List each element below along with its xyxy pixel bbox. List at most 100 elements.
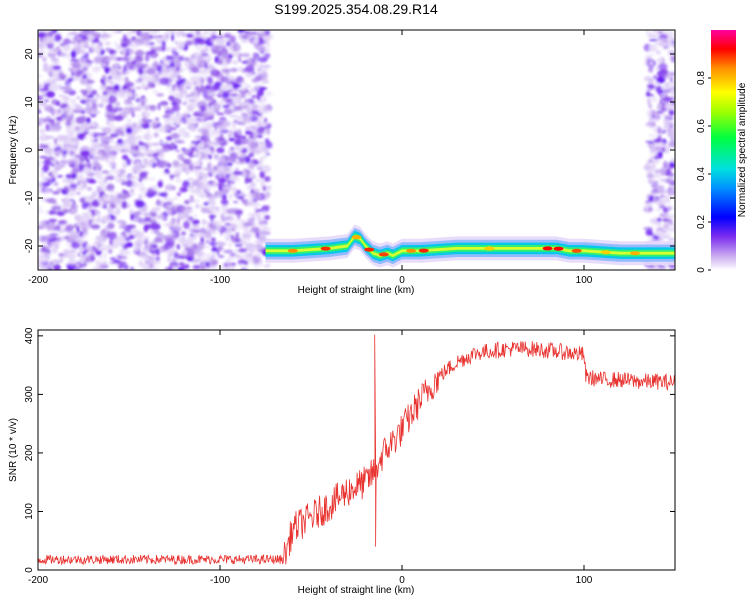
- noise-blob: [163, 116, 170, 123]
- noise-blob: [238, 248, 248, 253]
- noise-blob: [191, 89, 198, 94]
- noise-blob: [141, 75, 146, 82]
- noise-blob: [146, 187, 154, 196]
- noise-blob: [54, 150, 61, 157]
- noise-blob: [130, 213, 134, 221]
- noise-blob: [55, 143, 62, 147]
- noise-blob: [120, 38, 124, 42]
- noise-blob: [149, 222, 159, 231]
- noise-blob: [99, 255, 103, 260]
- noise-blob: [124, 147, 131, 154]
- noise-blob: [159, 160, 170, 168]
- noise-blob: [169, 228, 173, 234]
- signal-peak: [351, 235, 362, 240]
- noise-blob: [254, 239, 265, 245]
- noise-blob: [257, 56, 268, 63]
- noise-blob: [257, 134, 263, 138]
- noise-blob: [82, 213, 89, 220]
- noise-blob: [92, 33, 98, 36]
- noise-blob: [100, 78, 105, 84]
- noise-blob: [187, 117, 198, 124]
- noise-blob: [222, 52, 230, 59]
- noise-blob: [643, 76, 653, 82]
- noise-blob: [197, 127, 206, 133]
- noise-blob: [122, 34, 127, 42]
- noise-blob: [646, 167, 654, 175]
- noise-blob: [133, 218, 137, 223]
- noise-blob: [87, 179, 97, 184]
- noise-blob: [52, 227, 56, 231]
- noise-blob: [141, 117, 148, 123]
- noise-blob: [253, 84, 262, 88]
- noise-blob: [173, 171, 177, 175]
- noise-blob: [221, 68, 231, 73]
- noise-blob: [143, 238, 149, 246]
- noise-blob: [90, 224, 101, 230]
- colorbar-tick-label: 0.8: [696, 71, 707, 85]
- noise-blob: [220, 242, 227, 246]
- noise-blob: [74, 34, 82, 42]
- noise-blob: [142, 212, 152, 216]
- noise-blob: [161, 43, 166, 52]
- noise-blob: [81, 242, 87, 249]
- noise-blob: [252, 133, 258, 140]
- signal-peak: [571, 248, 582, 253]
- noise-blob: [95, 67, 103, 70]
- noise-blob: [121, 250, 131, 255]
- noise-blob: [254, 264, 260, 269]
- noise-blob: [663, 147, 671, 151]
- noise-blob: [194, 96, 200, 103]
- noise-blob: [38, 100, 46, 106]
- noise-blob: [671, 89, 675, 97]
- noise-blob: [147, 81, 155, 86]
- noise-blob: [121, 133, 125, 137]
- noise-blob: [204, 187, 212, 192]
- noise-blob: [51, 124, 62, 132]
- noise-blob: [659, 37, 667, 43]
- noise-blob: [185, 263, 190, 270]
- noise-blob: [664, 42, 675, 47]
- noise-blob: [261, 230, 269, 236]
- noise-blob: [664, 91, 669, 96]
- noise-blob: [136, 135, 143, 140]
- noise-blob: [48, 267, 52, 270]
- noise-blob: [103, 140, 111, 144]
- noise-blob: [213, 67, 217, 75]
- noise-blob: [46, 250, 51, 253]
- noise-blob: [144, 87, 149, 90]
- noise-blob: [183, 209, 188, 215]
- noise-blob: [58, 253, 65, 257]
- noise-blob: [51, 159, 57, 164]
- noise-blob: [122, 106, 133, 115]
- noise-blob: [48, 218, 58, 223]
- noise-blob: [189, 101, 198, 109]
- noise-blob: [45, 90, 56, 98]
- noise-blob: [138, 68, 143, 75]
- noise-blob: [130, 180, 135, 187]
- noise-blob: [228, 84, 233, 90]
- noise-blob: [121, 189, 127, 193]
- noise-blob: [83, 136, 88, 140]
- noise-blob: [130, 175, 140, 181]
- noise-blob: [164, 184, 175, 191]
- snr-background: [38, 330, 675, 570]
- noise-blob: [208, 154, 212, 160]
- noise-blob: [108, 49, 117, 55]
- noise-blob: [189, 146, 198, 152]
- noise-blob: [220, 125, 227, 132]
- noise-blob: [208, 223, 213, 229]
- noise-blob: [118, 224, 129, 229]
- noise-blob: [241, 60, 248, 64]
- noise-blob: [203, 152, 208, 159]
- noise-blob: [133, 245, 139, 251]
- noise-blob: [646, 265, 656, 269]
- noise-blob: [77, 57, 88, 64]
- noise-blob: [107, 231, 118, 240]
- noise-blob: [648, 85, 656, 90]
- noise-blob: [651, 165, 655, 170]
- noise-blob: [65, 194, 70, 201]
- noise-blob: [668, 186, 675, 195]
- noise-blob: [130, 126, 139, 135]
- noise-blob: [182, 206, 193, 210]
- noise-blob: [227, 162, 233, 167]
